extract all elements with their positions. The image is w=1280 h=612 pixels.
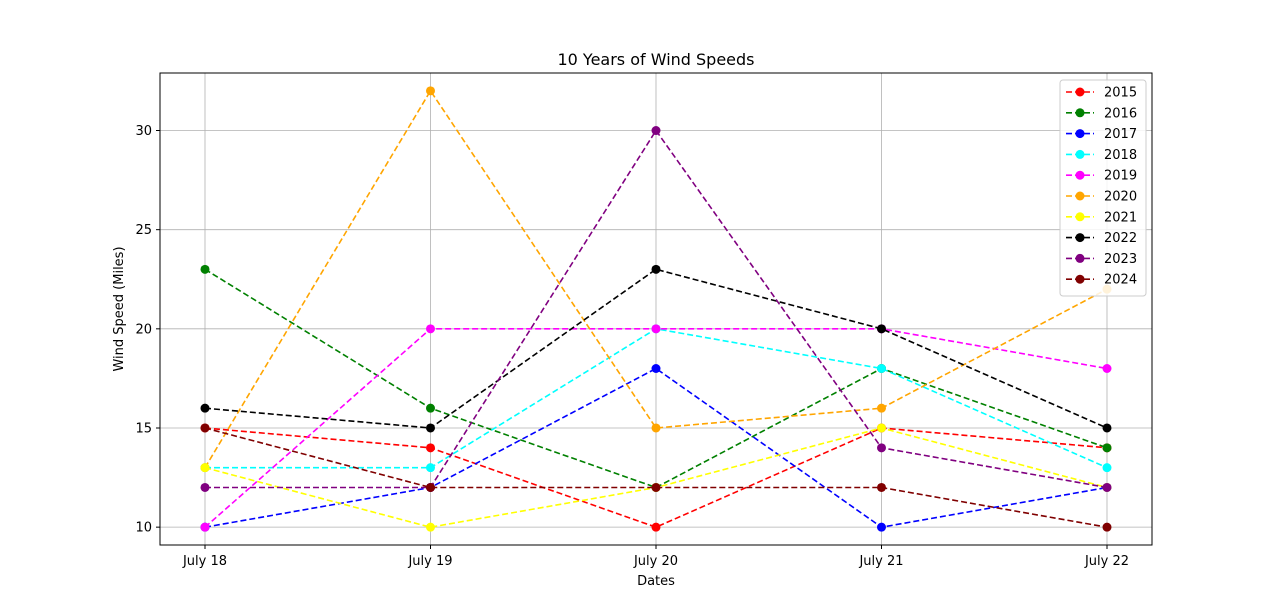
x-tick-label: July 19 xyxy=(407,554,452,569)
series-line xyxy=(204,268,1108,489)
y-tick-label: 15 xyxy=(135,421,152,436)
legend-item-2015: 2015 xyxy=(1066,86,1137,101)
data-point xyxy=(200,403,210,413)
x-axis-label: Dates xyxy=(637,574,675,589)
legend: 2015 2016 2017 2018 2019 2020 2021 2022 2023 2024 xyxy=(1059,79,1147,297)
data-point xyxy=(651,522,661,532)
data-point xyxy=(651,363,661,373)
data-point xyxy=(200,463,210,473)
data-point xyxy=(877,522,886,532)
data-point xyxy=(426,463,435,473)
data-point xyxy=(1102,463,1112,473)
data-point xyxy=(426,324,435,334)
legend-marker xyxy=(1075,149,1085,159)
data-point xyxy=(651,264,661,274)
series-2024 xyxy=(200,423,1112,532)
data-point xyxy=(1102,522,1112,532)
data-point xyxy=(200,423,210,433)
y-tick-label: 10 xyxy=(135,521,152,536)
data-point xyxy=(651,126,661,136)
data-point xyxy=(877,403,886,413)
legend-item-2023: 2023 xyxy=(1066,252,1137,267)
y-axis-label: Wind Speed (Miles) xyxy=(112,246,127,371)
data-point xyxy=(1102,423,1112,433)
data-point xyxy=(877,363,886,373)
legend-marker xyxy=(1075,253,1085,263)
data-point xyxy=(426,86,435,96)
legend-marker xyxy=(1075,274,1085,284)
legend-marker xyxy=(1075,233,1085,243)
x-tick-label: July 22 xyxy=(1084,554,1129,569)
legend-marker xyxy=(1075,191,1085,201)
legend-item-2017: 2017 xyxy=(1066,127,1137,142)
data-point xyxy=(1102,443,1112,453)
x-tick-label: July 21 xyxy=(858,554,903,569)
legend-marker xyxy=(1075,129,1085,139)
legend-label: 2020 xyxy=(1104,190,1137,205)
y-tick-label: 25 xyxy=(135,223,152,238)
data-point xyxy=(426,403,435,413)
series-line xyxy=(204,427,1108,528)
legend-label: 2019 xyxy=(1104,169,1137,184)
legend-label: 2022 xyxy=(1104,231,1137,246)
legend-label: 2017 xyxy=(1104,127,1137,142)
y-axis-ticks: 10 15 20 25 30 xyxy=(135,124,160,536)
data-point xyxy=(877,443,886,453)
data-point xyxy=(426,482,435,492)
legend-item-2018: 2018 xyxy=(1066,148,1137,163)
legend-item-2022: 2022 xyxy=(1066,231,1137,246)
x-tick-label: July 18 xyxy=(182,554,227,569)
y-tick-label: 30 xyxy=(135,124,152,139)
chart-title: 10 Years of Wind Speeds xyxy=(557,50,754,69)
data-point xyxy=(877,482,886,492)
series-layer xyxy=(200,86,1112,532)
series-line xyxy=(204,427,1108,529)
legend-item-2020: 2020 xyxy=(1066,190,1137,205)
legend-marker xyxy=(1075,170,1085,180)
data-point xyxy=(651,482,661,492)
legend-label: 2021 xyxy=(1104,210,1137,225)
grid-lines xyxy=(160,73,1152,545)
data-point xyxy=(877,324,886,334)
legend-marker xyxy=(1075,108,1085,118)
legend-item-2019: 2019 xyxy=(1066,169,1137,184)
data-point xyxy=(426,522,435,532)
data-point xyxy=(426,423,435,433)
legend-label: 2015 xyxy=(1104,86,1137,101)
legend-label: 2024 xyxy=(1104,273,1137,288)
legend-item-2021: 2021 xyxy=(1066,210,1137,225)
data-point xyxy=(200,482,210,492)
legend-label: 2016 xyxy=(1104,106,1137,121)
x-tick-label: July 20 xyxy=(633,554,678,569)
y-tick-label: 20 xyxy=(135,322,152,337)
data-point xyxy=(1102,482,1112,492)
data-point xyxy=(877,423,886,433)
x-axis-ticks: July 18 July 19 July 20 July 21 July 22 xyxy=(182,545,1129,569)
legend-label: 2018 xyxy=(1104,148,1137,163)
legend-item-2016: 2016 xyxy=(1066,106,1137,121)
data-point xyxy=(200,522,210,532)
series-line xyxy=(204,89,1108,469)
data-point xyxy=(200,264,210,274)
data-point xyxy=(426,443,435,453)
legend-label: 2023 xyxy=(1104,252,1137,267)
legend-item-2024: 2024 xyxy=(1066,273,1137,288)
data-point xyxy=(1102,363,1112,373)
data-point xyxy=(651,324,661,334)
legend-marker xyxy=(1075,87,1085,97)
series-2022 xyxy=(200,264,1112,433)
legend-marker xyxy=(1075,212,1085,222)
data-point xyxy=(651,423,661,433)
